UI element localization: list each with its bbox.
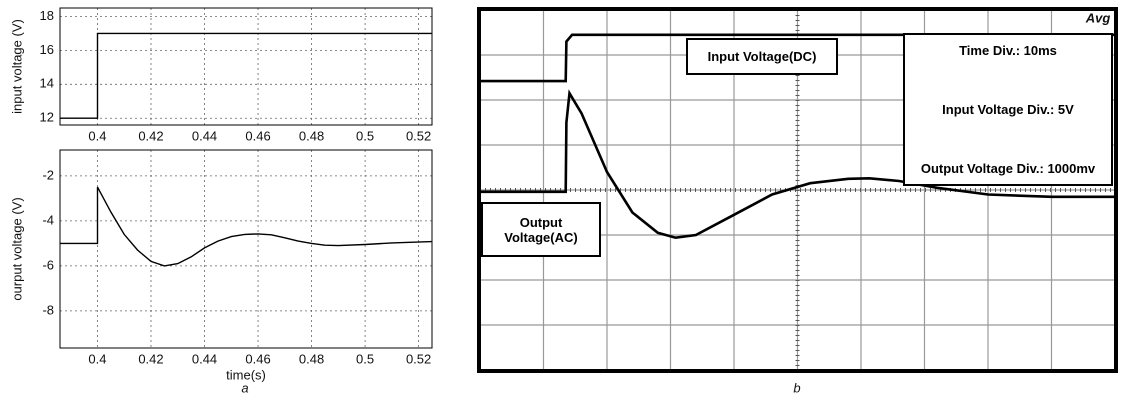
y-tick-label: 16: [40, 42, 54, 57]
y-tick-label: 12: [40, 110, 54, 125]
annotation: Output Voltage Div.: 1000mv: [921, 161, 1095, 176]
x-tick-label: 0.42: [138, 351, 163, 366]
plot-frame: [60, 150, 432, 348]
x-tick-label: 0.44: [192, 351, 217, 366]
x-tick-label: 0.52: [406, 128, 431, 143]
mode-label: Avg: [1085, 10, 1111, 25]
y-tick-label: 18: [40, 8, 54, 23]
annotation: Input Voltage Div.: 5V: [942, 102, 1074, 117]
series-label: Input Voltage(DC): [686, 38, 838, 75]
series-label: Output Voltage(AC): [481, 202, 601, 257]
caption: a: [241, 380, 248, 395]
x-tick-label: 0.5: [356, 128, 374, 143]
x-tick-label: 0.48: [299, 351, 324, 366]
y-tick-label: 14: [40, 76, 54, 91]
info-box: Time Div.: 10ms Input Voltage Div.: 5V Out…: [903, 33, 1113, 186]
x-tick-label: 0.4: [88, 128, 106, 143]
y-axis-label: input voltage (V): [9, 19, 24, 114]
plot-frame: [60, 8, 432, 125]
annotation: Time Div.: 10ms: [959, 43, 1057, 58]
y-tick-label: -2: [42, 167, 54, 182]
x-tick-label: 0.46: [245, 128, 270, 143]
y-axis-label: ourput voltage (V): [9, 197, 24, 300]
x-tick-label: 0.5: [356, 351, 374, 366]
x-tick-label: 0.44: [192, 128, 217, 143]
x-tick-label: 0.46: [245, 351, 270, 366]
caption: b: [793, 380, 800, 395]
line: [60, 33, 432, 118]
x-tick-label: 0.48: [299, 128, 324, 143]
y-tick-label: -4: [42, 212, 54, 227]
y-tick-label: -6: [42, 257, 54, 272]
figure: 0.4 0.42 0.44 0.46 0.48 0.5 0.52 12 14 16 18 input …: [0, 0, 1127, 399]
line: [60, 187, 432, 266]
x-tick-label: 0.4: [88, 351, 106, 366]
x-tick-label: 0.52: [406, 351, 431, 366]
x-tick-label: 0.42: [138, 128, 163, 143]
y-tick-label: -8: [42, 302, 54, 317]
